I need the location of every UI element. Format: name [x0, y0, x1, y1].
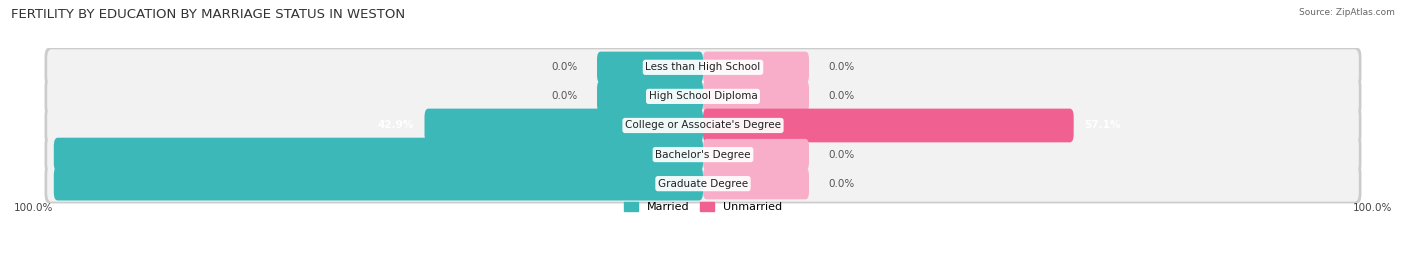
FancyBboxPatch shape [703, 139, 808, 170]
FancyBboxPatch shape [45, 77, 1361, 116]
Text: College or Associate's Degree: College or Associate's Degree [626, 121, 780, 130]
FancyBboxPatch shape [703, 109, 1074, 142]
Text: 0.0%: 0.0% [551, 91, 576, 101]
Text: FERTILITY BY EDUCATION BY MARRIAGE STATUS IN WESTON: FERTILITY BY EDUCATION BY MARRIAGE STATU… [11, 8, 405, 21]
FancyBboxPatch shape [48, 49, 1358, 85]
Text: 0.0%: 0.0% [830, 150, 855, 160]
Text: 57.1%: 57.1% [1084, 121, 1121, 130]
FancyBboxPatch shape [598, 52, 703, 83]
Text: Source: ZipAtlas.com: Source: ZipAtlas.com [1299, 8, 1395, 17]
FancyBboxPatch shape [45, 48, 1361, 87]
Text: 100.0%: 100.0% [0, 150, 44, 160]
Text: 100.0%: 100.0% [0, 179, 44, 189]
FancyBboxPatch shape [703, 52, 808, 83]
FancyBboxPatch shape [703, 168, 808, 199]
FancyBboxPatch shape [703, 81, 808, 112]
Text: High School Diploma: High School Diploma [648, 91, 758, 101]
Text: 42.9%: 42.9% [378, 121, 413, 130]
Text: 0.0%: 0.0% [830, 179, 855, 189]
FancyBboxPatch shape [45, 135, 1361, 174]
FancyBboxPatch shape [48, 107, 1358, 144]
FancyBboxPatch shape [48, 78, 1358, 114]
Text: 100.0%: 100.0% [14, 203, 53, 213]
Text: 0.0%: 0.0% [830, 62, 855, 72]
FancyBboxPatch shape [598, 81, 703, 112]
Text: 100.0%: 100.0% [1353, 203, 1392, 213]
Text: Bachelor's Degree: Bachelor's Degree [655, 150, 751, 160]
Text: Graduate Degree: Graduate Degree [658, 179, 748, 189]
Text: 0.0%: 0.0% [551, 62, 576, 72]
FancyBboxPatch shape [53, 138, 703, 171]
Legend: Married, Unmarried: Married, Unmarried [624, 202, 782, 212]
FancyBboxPatch shape [45, 164, 1361, 203]
Text: Less than High School: Less than High School [645, 62, 761, 72]
FancyBboxPatch shape [48, 137, 1358, 173]
FancyBboxPatch shape [53, 167, 703, 200]
FancyBboxPatch shape [48, 166, 1358, 202]
FancyBboxPatch shape [425, 109, 703, 142]
FancyBboxPatch shape [45, 106, 1361, 145]
Text: 0.0%: 0.0% [830, 91, 855, 101]
